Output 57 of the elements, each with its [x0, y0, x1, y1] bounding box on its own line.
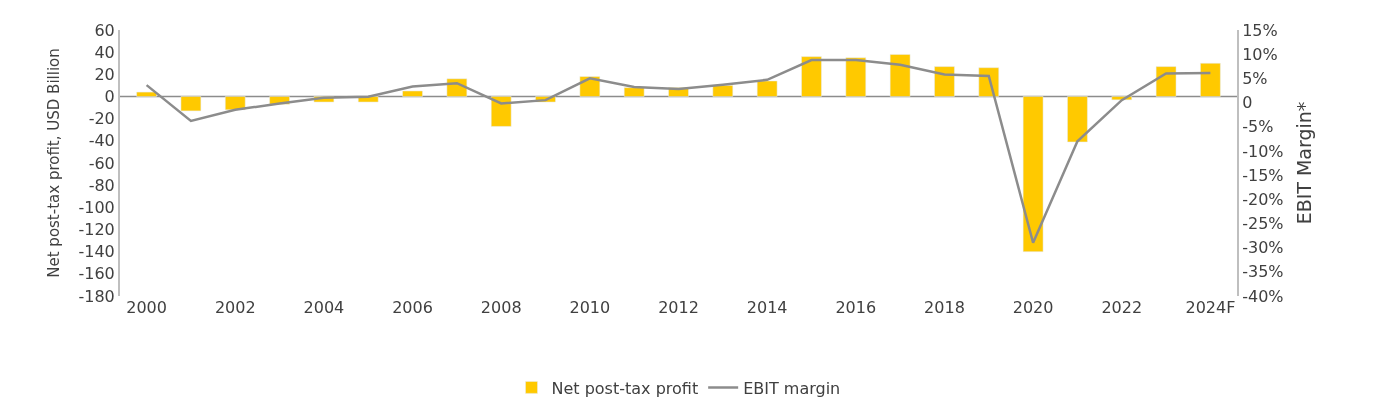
- bar: [889, 54, 911, 97]
- x-tick-label: 2004: [303, 298, 345, 317]
- y2-tick-label: 5%: [1242, 68, 1268, 88]
- y-tick-label: -100: [78, 197, 115, 217]
- bar: [801, 56, 822, 97]
- x-tick-label: 2012: [658, 298, 699, 317]
- y2-tick-label: -40%: [1242, 286, 1284, 306]
- legend-label: Net post-tax profit: [551, 378, 699, 398]
- y2-tick-label: -10%: [1242, 141, 1284, 161]
- y-tick-label: -40: [88, 131, 115, 151]
- y-tick-label: -60: [88, 153, 115, 173]
- y-tick-label: -160: [78, 264, 115, 284]
- y-tick-label: -120: [78, 220, 115, 240]
- y-axis-title: Net post-tax profit, USD Billion: [45, 48, 64, 278]
- y2-tick-label: -5%: [1242, 117, 1274, 137]
- y-tick-label: -180: [78, 286, 115, 306]
- bar: [712, 85, 734, 97]
- y-tick-label: -140: [78, 242, 115, 262]
- bar: [180, 96, 202, 112]
- y2-tick-label: 15%: [1242, 20, 1278, 40]
- x-tick-label: 2022: [1101, 298, 1143, 317]
- bar: [1067, 96, 1088, 143]
- bar: [1200, 63, 1221, 97]
- x-tick-label: 2014: [746, 298, 788, 317]
- x-tick-label: 2018: [924, 298, 965, 317]
- y-tick-label: 40: [94, 42, 115, 62]
- y2-tick-label: -35%: [1242, 262, 1284, 282]
- x-tick-label: 2006: [392, 298, 433, 317]
- y2-tick-label: -20%: [1242, 189, 1284, 209]
- bar: [756, 80, 778, 97]
- y-tick-label: 0: [104, 87, 115, 107]
- bar: [1022, 96, 1044, 252]
- bar: [934, 66, 955, 97]
- bar: [402, 90, 423, 97]
- y2-tick-label: -30%: [1242, 238, 1284, 258]
- y-tick-label: 20: [94, 64, 115, 84]
- y2-axis-title: EBIT Margin*: [1292, 101, 1315, 225]
- x-tick-label: 2000: [126, 298, 167, 317]
- bar: [845, 57, 867, 97]
- x-tick-label: 2008: [480, 298, 522, 317]
- x-tick-label: 2010: [569, 298, 611, 317]
- y-tick-label: 60: [94, 20, 115, 40]
- x-tick-label: 2024F: [1185, 298, 1236, 317]
- x-tick-label: 2016: [835, 298, 877, 317]
- legend-label: EBIT margin: [743, 378, 841, 398]
- bar: [136, 91, 157, 97]
- x-tick-label: 2020: [1012, 298, 1054, 317]
- y2-tick-label: -25%: [1242, 214, 1284, 234]
- bar: [623, 87, 645, 97]
- y2-tick-label: 0: [1242, 93, 1253, 113]
- y-tick-label: -80: [88, 175, 115, 195]
- bar: [490, 96, 512, 127]
- y-tick-label: -20: [88, 109, 115, 129]
- y2-tick-label: 10%: [1242, 44, 1278, 64]
- x-tick-label: 2002: [214, 298, 256, 317]
- bar: [225, 96, 246, 111]
- y2-tick-label: -15%: [1242, 165, 1284, 185]
